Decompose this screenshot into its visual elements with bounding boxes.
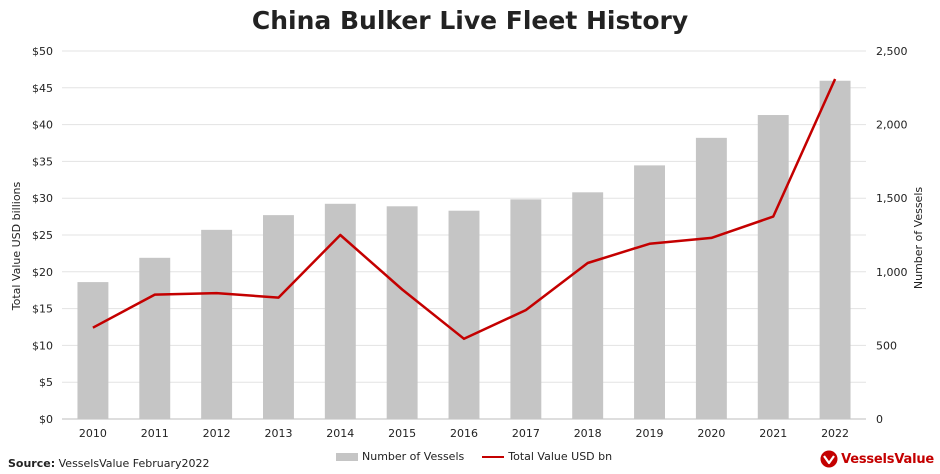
x-tick-label: 2010 [79,427,107,440]
left-tick-label: $0 [39,413,53,426]
bar-2011 [139,257,171,419]
vesselsvalue-logo-icon [820,450,838,468]
x-tick-label: 2011 [141,427,169,440]
left-tick-label: $30 [32,192,53,205]
bar-2019 [634,165,665,419]
legend: Number of Vessels Total Value USD bn [336,450,630,463]
left-tick-label: $25 [32,229,53,242]
bar-2010 [77,282,109,419]
x-tick-label: 2021 [759,427,787,440]
left-axis-ticks: $0 $5 $10 $15 $20 $25 $30 $35 $40 $45 $50 [32,45,53,426]
legend-swatch-bar [336,452,358,461]
bar-2014 [324,203,356,419]
x-tick-label: 2013 [264,427,292,440]
left-tick-label: $20 [32,266,53,279]
x-tick-label: 2012 [203,427,231,440]
left-tick-label: $50 [32,45,53,58]
x-tick-label: 2022 [821,427,849,440]
right-tick-label: 2,500 [876,45,908,58]
x-tick-label: 2015 [388,427,416,440]
y2-axis-label: Number of Vessels [912,187,925,290]
source-text: VesselsValue February2022 [58,457,210,470]
right-tick-label: 500 [876,339,897,352]
bar-2016 [448,210,480,419]
legend-item-value: Total Value USD bn [482,450,612,463]
bar-2018 [572,192,604,419]
y-axis-label: Total Value USD billions [10,181,23,311]
right-tick-label: 1,000 [876,266,908,279]
left-tick-label: $5 [39,376,53,389]
x-tick-label: 2017 [512,427,540,440]
legend-label-value: Total Value USD bn [508,450,613,463]
x-tick-label: 2019 [636,427,664,440]
bar-2013 [263,215,294,419]
legend-item-vessels: Number of Vessels [336,450,464,463]
bar-series [77,80,851,420]
legend-label-vessels: Number of Vessels [362,450,465,463]
chart-title: China Bulker Live Fleet History [251,6,689,35]
x-axis-ticks: 2010 2011 2012 2013 2014 2015 2016 2017 2018 2019… [79,427,849,440]
left-tick-label: $45 [32,82,53,95]
bar-2012 [201,229,233,419]
bar-2015 [386,206,418,419]
bar-2020 [695,137,727,419]
x-tick-label: 2020 [697,427,725,440]
logo-text: VesselsValue [841,451,934,467]
x-tick-label: 2014 [326,427,354,440]
left-tick-label: $10 [32,339,53,352]
bar-2021 [757,115,789,420]
right-tick-label: 0 [876,413,883,426]
right-tick-label: 1,500 [876,192,908,205]
vesselsvalue-logo: VesselsValue [820,450,934,468]
x-tick-label: 2016 [450,427,478,440]
left-tick-label: $15 [32,303,53,316]
legend-swatch-line [482,455,505,458]
source-label: Source: [8,457,56,470]
right-axis-ticks: 0 500 1,000 1,500 2,000 2,500 [876,45,908,426]
bar-2022 [819,80,851,419]
right-tick-label: 2,000 [876,119,908,132]
left-tick-label: $40 [32,119,53,132]
line-series-total-value [92,78,837,341]
x-tick-label: 2018 [574,427,602,440]
source-note: Source: VesselsValue February2022 [8,457,210,470]
left-tick-label: $35 [32,155,53,168]
